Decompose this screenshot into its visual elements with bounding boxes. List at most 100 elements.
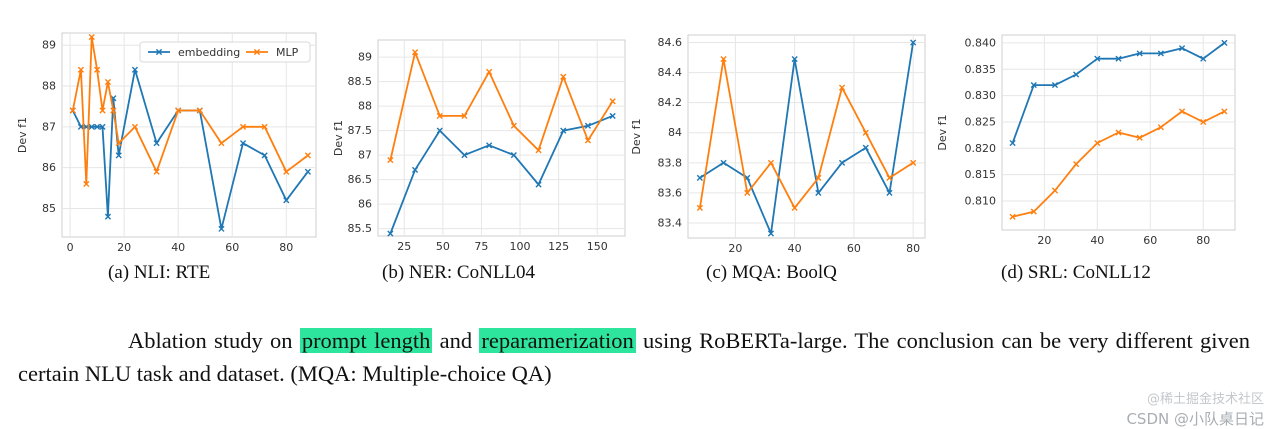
data-point-marker [910, 39, 917, 46]
data-point-marker [283, 197, 290, 204]
y-tick-label: 83.8 [658, 156, 683, 169]
y-axis-label: Dev f1 [936, 114, 949, 150]
data-point-marker [69, 107, 76, 114]
x-tick-label: 60 [225, 241, 239, 254]
data-point-marker [387, 230, 394, 237]
data-point-marker [1221, 108, 1228, 115]
data-point-marker [720, 159, 727, 166]
chart-panel-2: 85.5 86 86.5 87 87.5 88 88.5 89 25 50 75 100 125 150 D… [332, 39, 626, 253]
y-tick-label: 88 [42, 80, 56, 93]
x-tick-label: 40 [171, 241, 185, 254]
data-point-marker [239, 123, 247, 130]
chart-panel-1: 85 86 87 88 89 0 20 40 60 80 Dev f1 embedding MLP [16, 32, 317, 254]
data-point-marker [486, 68, 493, 75]
data-point-marker [1073, 161, 1080, 168]
y-tick-label: 86.5 [348, 173, 373, 186]
y-tick-label: 84.6 [658, 36, 683, 49]
data-point-marker [115, 152, 122, 159]
data-point-marker [304, 152, 311, 159]
chart-panel-3: 83.4 83.6 83.8 84 84.2 84.4 84.6 20 40 60 80 Dev f1 [630, 34, 926, 255]
data-point-marker [411, 49, 419, 56]
x-tick-label: 20 [728, 242, 742, 255]
y-tick-label: 88.5 [348, 75, 373, 88]
x-tick-label: 60 [847, 242, 861, 255]
y-tick-label: 0.830 [965, 89, 997, 102]
data-point-marker [436, 127, 443, 134]
data-point-marker [886, 174, 893, 181]
data-point-marker [609, 112, 616, 120]
caption-tail: using RoBERTa-large. The conclusion can … [18, 328, 1250, 386]
data-point-marker [115, 140, 122, 147]
x-tick-label: 80 [279, 241, 293, 254]
y-tick-label: 0.835 [965, 63, 997, 76]
x-tick-label: 25 [397, 240, 411, 253]
legend-entry-label: MLP [276, 46, 299, 59]
legend-swatch-marker [155, 48, 163, 56]
highlight-reparamerization: reparamerization [479, 328, 636, 353]
y-tick-label: 87.5 [348, 124, 373, 137]
data-point-marker [535, 181, 542, 188]
data-point-marker [1009, 213, 1016, 220]
data-point-marker [153, 168, 160, 175]
data-point-marker [104, 78, 112, 86]
data-point-marker [584, 122, 592, 129]
data-point-marker [696, 204, 703, 212]
series-line-series-2 [699, 58, 914, 209]
x-tick-label: 100 [510, 240, 531, 253]
y-axis-label: Dev f1 [16, 117, 29, 153]
data-point-marker [560, 73, 567, 80]
watermark-juejin: @稀土掘金技术社区 [1146, 392, 1264, 407]
y-tick-label: 0.815 [965, 168, 997, 181]
series-line-series-1 [389, 115, 613, 234]
data-point-marker [94, 123, 101, 130]
data-point-marker [744, 189, 751, 196]
data-point-marker [838, 84, 846, 91]
y-tick-label: 86 [42, 161, 56, 174]
data-point-marker [609, 98, 616, 105]
data-point-marker [486, 142, 493, 149]
x-tick-label: 60 [1143, 234, 1157, 247]
plot-area-frame [687, 34, 926, 239]
y-axis-label: Dev f1 [630, 118, 643, 154]
data-point-marker [767, 230, 775, 237]
data-point-marker [461, 112, 468, 120]
data-point-marker [88, 33, 95, 41]
data-point-marker [175, 107, 182, 114]
data-point-marker [1009, 139, 1016, 147]
y-tick-label: 0.820 [965, 142, 997, 155]
figure-caption-paragraph: Ablation study on prompt length and repa… [18, 324, 1250, 390]
data-point-marker [1030, 81, 1037, 89]
data-point-marker [1178, 108, 1186, 115]
data-point-marker [1094, 55, 1101, 62]
data-point-marker [239, 140, 247, 147]
data-point-marker [131, 123, 139, 130]
caption-mid: and [432, 328, 480, 353]
data-point-marker [304, 168, 311, 175]
data-point-marker [1051, 81, 1059, 89]
data-point-marker [218, 225, 225, 232]
x-tick-label: 40 [1090, 234, 1104, 247]
x-tick-label: 80 [1196, 234, 1210, 247]
data-point-marker [1094, 139, 1101, 147]
charts-figure: 85 86 87 88 89 0 20 40 60 80 Dev f1 embedding MLP 85.… [16, 32, 1236, 255]
data-point-marker [99, 107, 106, 114]
y-tick-label: 84.2 [658, 96, 683, 109]
data-point-marker [1136, 134, 1143, 141]
x-tick-label: 125 [548, 240, 569, 253]
y-axis-label: Dev f1 [332, 120, 345, 156]
x-tick-label: 0 [67, 241, 74, 254]
data-point-marker [696, 174, 703, 181]
data-point-marker [77, 66, 85, 73]
data-point-marker [94, 66, 101, 73]
x-tick-label: 50 [436, 240, 450, 253]
data-point-marker [815, 189, 822, 196]
data-point-marker [153, 140, 160, 147]
y-tick-label: 0.825 [965, 115, 997, 128]
x-tick-label: 40 [788, 242, 802, 255]
y-tick-label: 0.840 [965, 36, 997, 49]
y-tick-label: 84 [668, 126, 682, 139]
data-point-marker [261, 123, 268, 130]
data-point-marker [560, 127, 567, 134]
y-tick-label: 83.6 [658, 186, 683, 199]
data-point-marker [720, 55, 727, 63]
